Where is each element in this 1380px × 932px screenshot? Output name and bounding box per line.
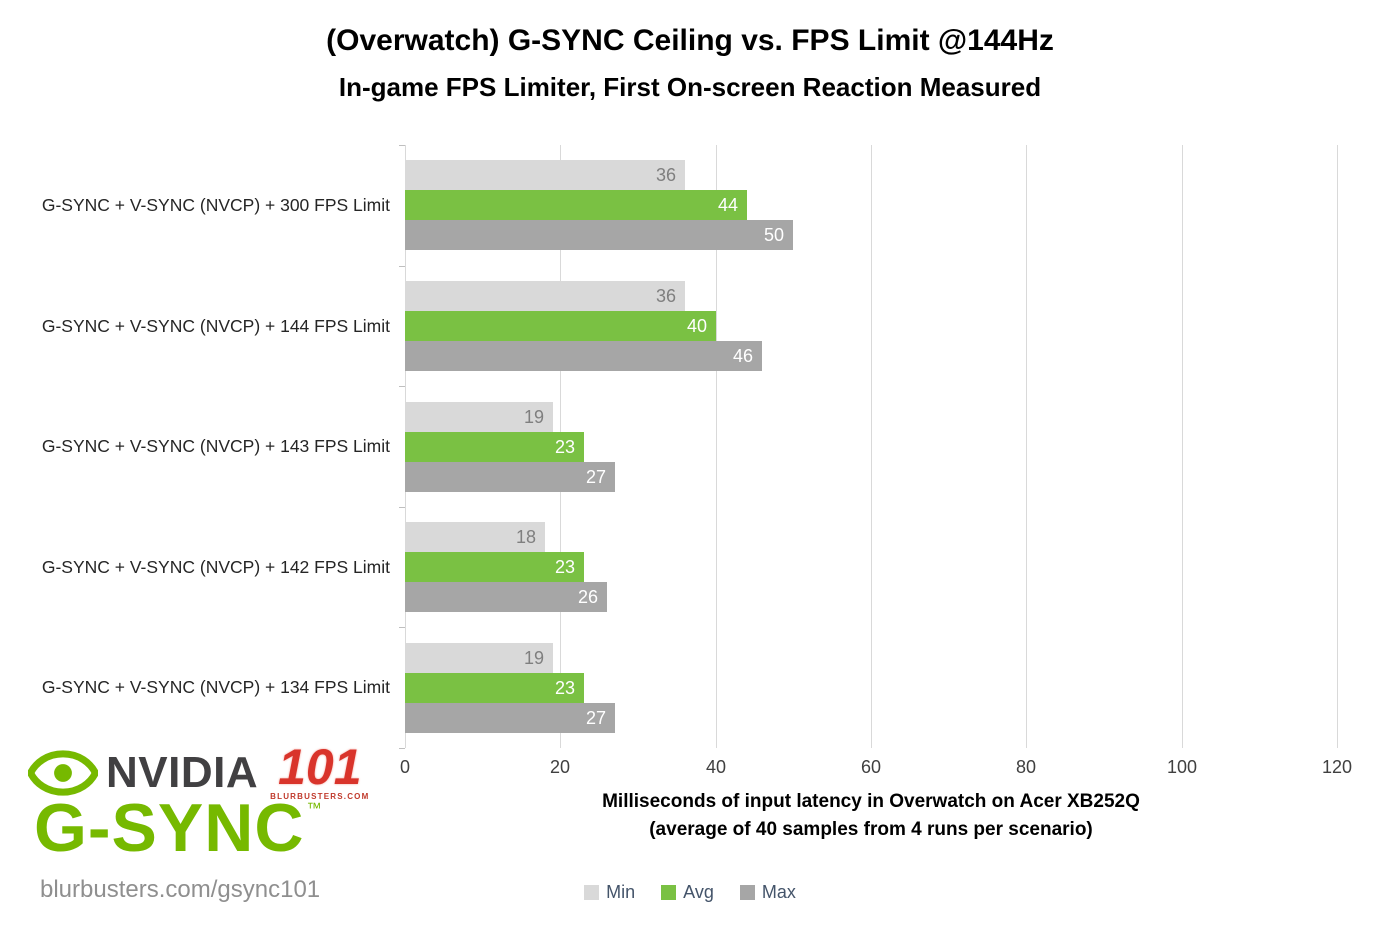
nvidia-eye-icon [28, 748, 98, 798]
bar-value-label: 27 [585, 466, 606, 487]
x-tick-label: 0 [399, 757, 411, 777]
x-tick-label: 20 [549, 757, 571, 777]
legend-label: Max [761, 882, 796, 902]
bar-min: 36 [405, 160, 685, 190]
legend-item-max: Max [739, 882, 796, 903]
nvidia-wordmark: NVIDIA [106, 747, 259, 797]
x-tick-label: 60 [860, 757, 882, 777]
legend-item-avg: Avg [661, 882, 714, 903]
bar-value-label: 50 [763, 224, 784, 245]
x-tick-label: 120 [1321, 757, 1353, 777]
gridline [871, 145, 872, 748]
bar-avg: 23 [405, 552, 584, 582]
branding-block: NVIDIA 101 BLURBUSTERS.COM [28, 739, 370, 801]
bar-max: 50 [405, 220, 793, 250]
category-label: G-SYNC + V-SYNC (NVCP) + 134 FPS Limit [41, 677, 390, 697]
trademark-symbol: ™ [306, 800, 322, 817]
bar-value-label: 26 [577, 586, 598, 607]
bar-min: 19 [405, 402, 553, 432]
bar-value-label: 27 [585, 707, 606, 728]
legend: Min Avg Max [0, 882, 1380, 903]
legend-swatch [584, 885, 600, 900]
bar-value-label: 46 [732, 345, 753, 366]
bar-avg: 23 [405, 432, 584, 462]
x-tick-label: 40 [705, 757, 727, 777]
bar-avg: 23 [405, 673, 584, 703]
bar-avg: 44 [405, 190, 747, 220]
chart-title: (Overwatch) G-SYNC Ceiling vs. FPS Limit… [326, 24, 1054, 57]
blurbusters-domain-small: BLURBUSTERS.COM [270, 792, 370, 801]
bar-value-label: 19 [523, 406, 544, 427]
legend-label: Avg [683, 882, 714, 902]
bar-value-label: 19 [523, 647, 544, 668]
bar-value-label: 23 [554, 556, 575, 577]
gsync-wordmark: G-SYNC [34, 790, 305, 866]
category-label: G-SYNC + V-SYNC (NVCP) + 142 FPS Limit [41, 557, 390, 577]
bar-max: 27 [405, 462, 615, 492]
category-axis-tick [399, 507, 405, 508]
legend-item-min: Min [584, 882, 635, 903]
category-axis-tick [399, 266, 405, 267]
chart-subtitle: In-game FPS Limiter, First On-screen Rea… [338, 72, 1042, 102]
bar-max: 26 [405, 582, 607, 612]
x-axis-title-line1: Milliseconds of input latency in Overwat… [602, 791, 1140, 812]
category-label: G-SYNC + V-SYNC (NVCP) + 143 FPS Limit [41, 436, 390, 456]
bar-avg: 40 [405, 311, 716, 341]
x-tick-label: 100 [1166, 757, 1198, 777]
bar-value-label: 44 [717, 194, 738, 215]
bar-min: 18 [405, 522, 545, 552]
bar-min: 36 [405, 281, 685, 311]
blurbusters-url: blurbusters.com/gsync101 [40, 876, 321, 903]
category-axis-tick [399, 748, 405, 749]
category-axis-tick [399, 386, 405, 387]
bar-value-label: 40 [686, 315, 707, 336]
gridline [1026, 145, 1027, 748]
x-axis-title: Milliseconds of input latency in Overwat… [405, 788, 1337, 844]
x-axis-title-line2: (average of 40 samples from 4 runs per s… [649, 819, 1093, 840]
bar-value-label: 36 [655, 164, 676, 185]
legend-swatch [661, 885, 677, 900]
plot-area: 36 44 50 36 40 46 19 23 27 18 23 26 19 23 27 [399, 145, 1338, 749]
bar-value-label: 36 [655, 285, 676, 306]
category-axis-tick [399, 145, 405, 146]
gridline [716, 145, 717, 748]
x-tick-label: 80 [1015, 757, 1037, 777]
x-axis: 0 20 40 60 80 100 120 [400, 757, 1352, 781]
blurbusters-101-number: 101 [278, 739, 362, 795]
category-label: G-SYNC + V-SYNC (NVCP) + 144 FPS Limit [41, 316, 390, 336]
category-axis: G-SYNC + V-SYNC (NVCP) + 300 FPS Limit G-… [0, 145, 390, 748]
gridline [1337, 145, 1338, 748]
gridline [1182, 145, 1183, 748]
bar-max: 27 [405, 703, 615, 733]
bar-value-label: 18 [515, 526, 536, 547]
legend-swatch [739, 885, 755, 900]
category-axis-tick [399, 627, 405, 628]
bar-min: 19 [405, 643, 553, 673]
legend-label: Min [606, 882, 636, 902]
gsync-logo-row: G-SYNC ™ [34, 790, 321, 866]
bar-value-label: 23 [554, 436, 575, 457]
category-label: G-SYNC + V-SYNC (NVCP) + 300 FPS Limit [41, 195, 390, 215]
bar-max: 46 [405, 341, 762, 371]
bar-value-label: 23 [554, 677, 575, 698]
blurbusters-101-logo: 101 BLURBUSTERS.COM [270, 739, 370, 801]
